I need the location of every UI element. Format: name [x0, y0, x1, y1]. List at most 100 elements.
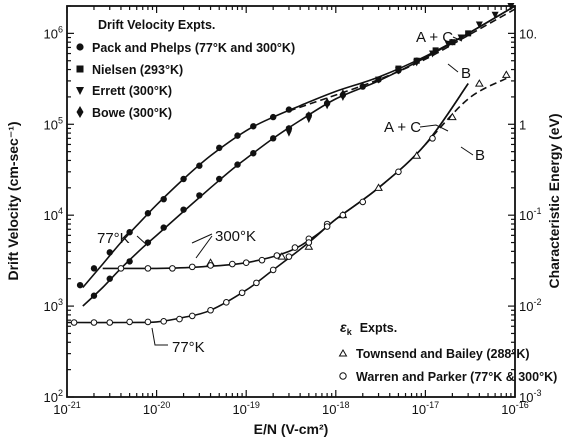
data-point-pack-phelps-300	[359, 83, 366, 90]
y-axis-right-label: Characteristic Energy (eV)	[546, 113, 562, 288]
data-point-pack-phelps-77	[76, 281, 84, 289]
data-point-warren-parker-77	[144, 318, 152, 326]
data-point-pack-phelps-300	[234, 161, 241, 168]
data-point-bowe	[286, 124, 292, 137]
data-point-townsend-bailey	[448, 112, 457, 121]
x-tick-label: 10-17	[412, 400, 439, 417]
data-point-pack-phelps-77	[216, 144, 223, 152]
legend-entry-pack-phelps: Pack and Phelps (77°K and 300°K)	[76, 41, 295, 55]
data-point-nielsen	[449, 39, 456, 46]
data-point-pack-phelps-300	[196, 192, 203, 199]
annotation-energy-77k: 77°K	[172, 339, 205, 356]
data-point-townsend-bailey	[501, 70, 511, 78]
data-point-warren-parker-300	[429, 135, 436, 142]
data-point-warren-parker-300	[258, 256, 266, 264]
legend-entry-label: Pack and Phelps (77°K and 300°K)	[92, 41, 295, 55]
series-line-characteristic-energy-b	[424, 77, 507, 145]
data-point-nielsen	[432, 47, 439, 54]
data-point-warren-parker-77	[188, 312, 196, 320]
data-point-warren-parker-77	[323, 223, 331, 230]
data-point-warren-parker-77	[70, 319, 78, 326]
data-point-pack-phelps-300	[250, 150, 257, 157]
axis-ticks-layer: 10-21 10-20 10-19 10-18 10-17 10-161021031041…	[44, 5, 541, 417]
annotation-drift-77k: 77°K	[97, 230, 130, 247]
x-tick-label: 10-16	[501, 400, 528, 417]
data-point-errett	[457, 34, 465, 42]
data-point-townsend-bailey	[412, 151, 422, 159]
y-left-tick-label: 103	[44, 297, 63, 314]
data-point-pack-phelps-300	[144, 239, 152, 246]
annotation-leader	[460, 146, 474, 156]
diamond-filled-marker-icon	[76, 106, 84, 118]
annotation-leader	[136, 235, 149, 247]
annotation-b-top: B	[461, 65, 471, 82]
data-point-warren-parker-77	[253, 279, 260, 287]
circle-open-marker-icon	[339, 372, 347, 380]
data-point-warren-parker-300	[144, 265, 152, 272]
series-line-drift-velocity-b	[288, 8, 516, 112]
data-point-warren-parker-300	[229, 260, 236, 268]
data-point-pack-phelps-77	[90, 265, 98, 272]
y-right-tick-label: 10-1	[519, 206, 541, 223]
data-point-pack-phelps-77	[160, 195, 167, 203]
x-tick-label: 10-18	[322, 400, 349, 417]
y-left-tick-label: 105	[44, 115, 63, 132]
data-point-warren-parker-300	[359, 198, 367, 206]
legend-entry-label: Warren and Parker (77°K & 300°K)	[356, 370, 557, 384]
data-point-pack-phelps-77	[269, 113, 277, 121]
annotation-leader	[452, 36, 463, 42]
data-point-townsend-bailey	[304, 242, 314, 250]
data-point-pack-phelps-77	[285, 106, 293, 113]
data-point-pack-phelps-77	[196, 162, 203, 169]
triangle-open-marker-icon	[338, 349, 348, 357]
data-point-warren-parker-77	[305, 239, 313, 246]
x-tick-label: 10-19	[232, 400, 259, 417]
data-point-warren-parker-300	[188, 263, 196, 271]
data-point-pack-phelps-77	[126, 228, 133, 236]
data-point-bowe	[324, 97, 330, 110]
legend-entry-errett: Errett (300°K)	[76, 84, 172, 98]
data-point-townsend-bailey	[474, 79, 484, 87]
legend-drift-title: Drift Velocity Expts.	[98, 18, 215, 32]
annotation-a-plus-c-mid: A + C	[384, 119, 421, 136]
data-point-errett	[491, 11, 499, 19]
data-point-pack-phelps-77	[144, 210, 152, 217]
data-point-errett	[413, 59, 421, 67]
data-point-bowe	[306, 111, 312, 124]
data-point-warren-parker-77	[207, 306, 214, 314]
annotation-leader	[191, 233, 213, 244]
legend-drift-velocity: Drift Velocity Expts. Pack and Phelps (7…	[76, 18, 295, 120]
data-point-warren-parker-300	[207, 262, 214, 269]
data-point-errett	[475, 21, 483, 29]
data-point-warren-parker-300	[273, 252, 281, 259]
x-axis-label: E/N (V-cm²)	[254, 421, 329, 437]
data-point-warren-parker-300	[117, 265, 125, 272]
legend-entry-label: Errett (300°K)	[92, 84, 172, 98]
annotation-a-plus-c-top: A + C	[416, 29, 453, 46]
epsilon-subscript: k	[347, 327, 353, 337]
energy-title-rest: Expts.	[360, 321, 398, 335]
legend-characteristic-energy: εk Expts. Townsend and Bailey (288°K) War…	[338, 319, 557, 384]
data-point-warren-parker-77	[176, 315, 183, 323]
data-point-pack-phelps-300	[216, 175, 223, 183]
data-points-layer	[70, 3, 515, 326]
data-point-warren-parker-77	[238, 289, 246, 297]
data-point-warren-parker-77	[126, 318, 133, 326]
y-right-tick-label: 1	[519, 117, 526, 132]
annotation-b-mid: B	[475, 147, 485, 164]
series-line-drift-velocity-77-k-a-c	[82, 5, 516, 289]
annotation-leader	[195, 235, 213, 259]
y-left-tick-label: 106	[44, 24, 63, 41]
legend-entry-warren-parker: Warren and Parker (77°K & 300°K)	[339, 370, 557, 384]
y-right-tick-label: 10-2	[519, 297, 541, 314]
data-point-warren-parker-77	[269, 266, 277, 274]
data-point-bowe	[340, 88, 346, 101]
data-point-warren-parker-300	[291, 244, 299, 251]
legend-entry-label: Townsend and Bailey (288°K)	[356, 347, 530, 361]
y-right-tick-label: 10-3	[519, 388, 541, 405]
data-point-nielsen	[465, 30, 472, 37]
epsilon-symbol: ε	[340, 319, 347, 335]
data-point-pack-phelps-300	[106, 275, 113, 282]
data-point-errett	[394, 67, 402, 75]
